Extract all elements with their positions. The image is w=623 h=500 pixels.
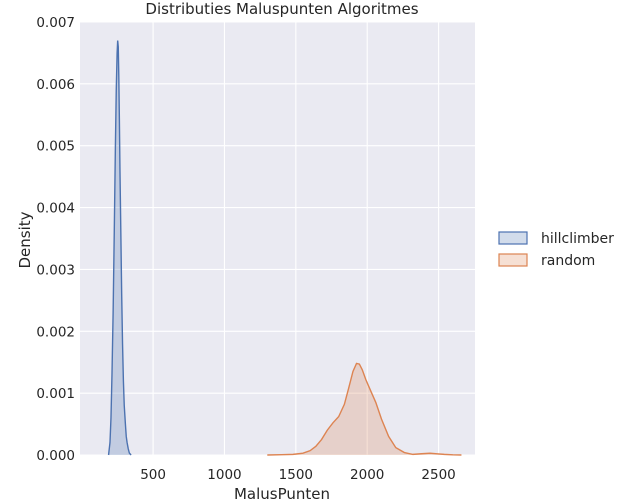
- x-tick-label: 2500: [421, 467, 455, 483]
- y-tick-label: 0.005: [36, 139, 75, 155]
- x-tick-label: 1500: [279, 467, 313, 483]
- random-density-area: [267, 363, 462, 455]
- x-tick-label: 2000: [350, 467, 384, 483]
- chart-title: Distributies Maluspunten Algoritmes: [145, 0, 418, 18]
- y-tick-label: 0.007: [36, 15, 75, 31]
- series-random: [267, 362, 462, 456]
- series-layer: [107, 40, 462, 456]
- legend-label-hillclimber: hillclimber: [541, 231, 614, 247]
- y-tick-label: 0.003: [36, 262, 75, 278]
- y-tick-label: 0.006: [36, 77, 75, 93]
- plot-area: [80, 22, 475, 455]
- y-axis-label: Density: [16, 211, 34, 268]
- y-tick-label: 0.002: [36, 324, 75, 340]
- legend-label-random: random: [541, 253, 595, 269]
- random-density-line: [267, 362, 462, 456]
- legend-swatch-random: [498, 253, 528, 267]
- y-tick-label: 0.001: [36, 386, 75, 402]
- x-axis-label: MalusPunten: [234, 485, 330, 500]
- x-tick-labels: 500 1000 1500 2000 2500: [140, 467, 456, 483]
- legend: hillclimber random: [498, 231, 614, 269]
- hillclimber-density-line: [107, 40, 132, 456]
- legend-swatch-hillclimber: [498, 231, 528, 245]
- y-tick-label: 0.004: [36, 201, 75, 217]
- hillclimber-density-area: [108, 40, 132, 456]
- x-tick-label: 500: [140, 467, 166, 483]
- y-tick-labels: 0.000 0.001 0.002 0.003 0.004 0.005 0.006 0.007: [36, 15, 75, 464]
- series-hillclimber: [107, 40, 132, 456]
- y-tick-label: 0.000: [36, 448, 75, 464]
- x-tick-label: 1000: [207, 467, 241, 483]
